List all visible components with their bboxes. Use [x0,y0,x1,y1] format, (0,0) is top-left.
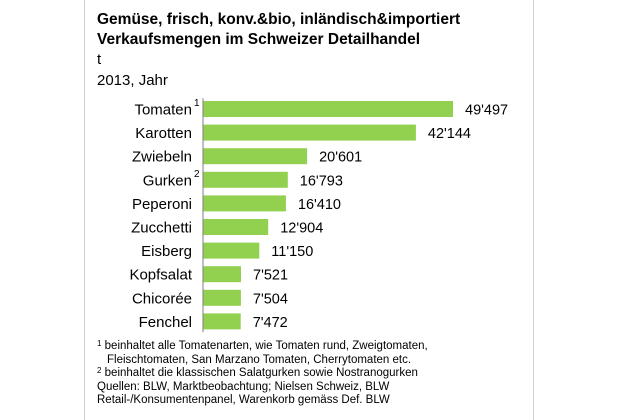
category-label-zwiebeln: Zwiebeln [132,149,192,166]
value-label-karotten: 42'144 [428,126,471,142]
category-label-eisberg: Eisberg [141,243,192,260]
chart-subtitle: Verkaufsmengen im Schweizer Detailhandel [97,31,421,48]
footnote-1-line-1: beinhaltet alle Tomatenarten, wie Tomate… [104,340,428,352]
category-label-karotten: Karotten [135,125,192,142]
category-label-tomaten: Tomaten [134,102,192,119]
bar-karotten [203,124,416,141]
value-label-tomaten: 49'497 [465,103,508,119]
category-footnote-marker-tomaten: 1 [194,98,200,109]
sources-line-1: Quellen: BLW, Marktbeobachtung; Nielsen … [97,380,390,393]
footnote-1-line-2: Fleischtomaten, San Marzano Tomaten, Che… [107,353,412,366]
bar-chicoree [203,289,241,306]
value-label-gurken: 16'793 [300,173,343,189]
category-footnote-marker-gurken: 2 [194,169,200,180]
value-label-zucchetti: 12'904 [280,221,323,237]
footnote-2: 2 beinhaltet die klassischen Salatgurken… [97,367,527,381]
footnote-2-line-1: beinhaltet die klassischen Salatgurken s… [104,367,418,380]
category-label-gurken: Gurken [143,172,192,189]
value-label-peperoni: 16'410 [298,197,341,213]
category-label-peperoni: Peperoni [132,196,192,213]
value-label-fenchel: 7'472 [253,315,288,331]
bar-fenchel [203,313,241,330]
category-label-zucchetti: Zucchetti [131,220,192,237]
category-label-kopfsalat: Kopfsalat [129,267,192,284]
footnote-1: 1 beinhaltet alle Tomatenarten, wie Toma… [97,340,527,354]
category-label-chicoree: Chicorée [132,290,192,307]
chart-title: Gemüse, frisch, konv.&bio, inländisch&im… [97,11,461,28]
bar-kopfsalat [203,266,241,283]
value-label-chicoree: 7'504 [253,291,288,307]
footnotes: 1 beinhaltet alle Tomatenarten, wie Toma… [97,340,527,408]
footnote-1-marker: 1 [97,339,102,348]
sources-line-2: Retail-/Konsumentenpanel, Warenkorb gemä… [97,394,390,407]
bar-peperoni [203,195,286,212]
value-label-kopfsalat: 7'521 [253,268,288,284]
bar-zucchetti [203,219,269,235]
bar-zwiebeln [203,148,308,165]
bar-tomaten [203,101,453,117]
bar-eisberg [203,242,260,259]
period-label: 2013, Jahr [97,72,168,89]
value-label-eisberg: 11'150 [271,244,313,260]
bar-gurken [203,171,288,188]
unit-label: t [97,51,102,68]
value-label-zwiebeln: 20'601 [319,150,362,166]
footnote-2-marker: 2 [97,366,102,376]
bar-chart: Tomaten 1 49'497 Karotten 42'144 Zwiebeln 20'6… [129,98,508,333]
chart-frame [84,0,534,420]
category-label-fenchel: Fenchel [139,314,192,331]
